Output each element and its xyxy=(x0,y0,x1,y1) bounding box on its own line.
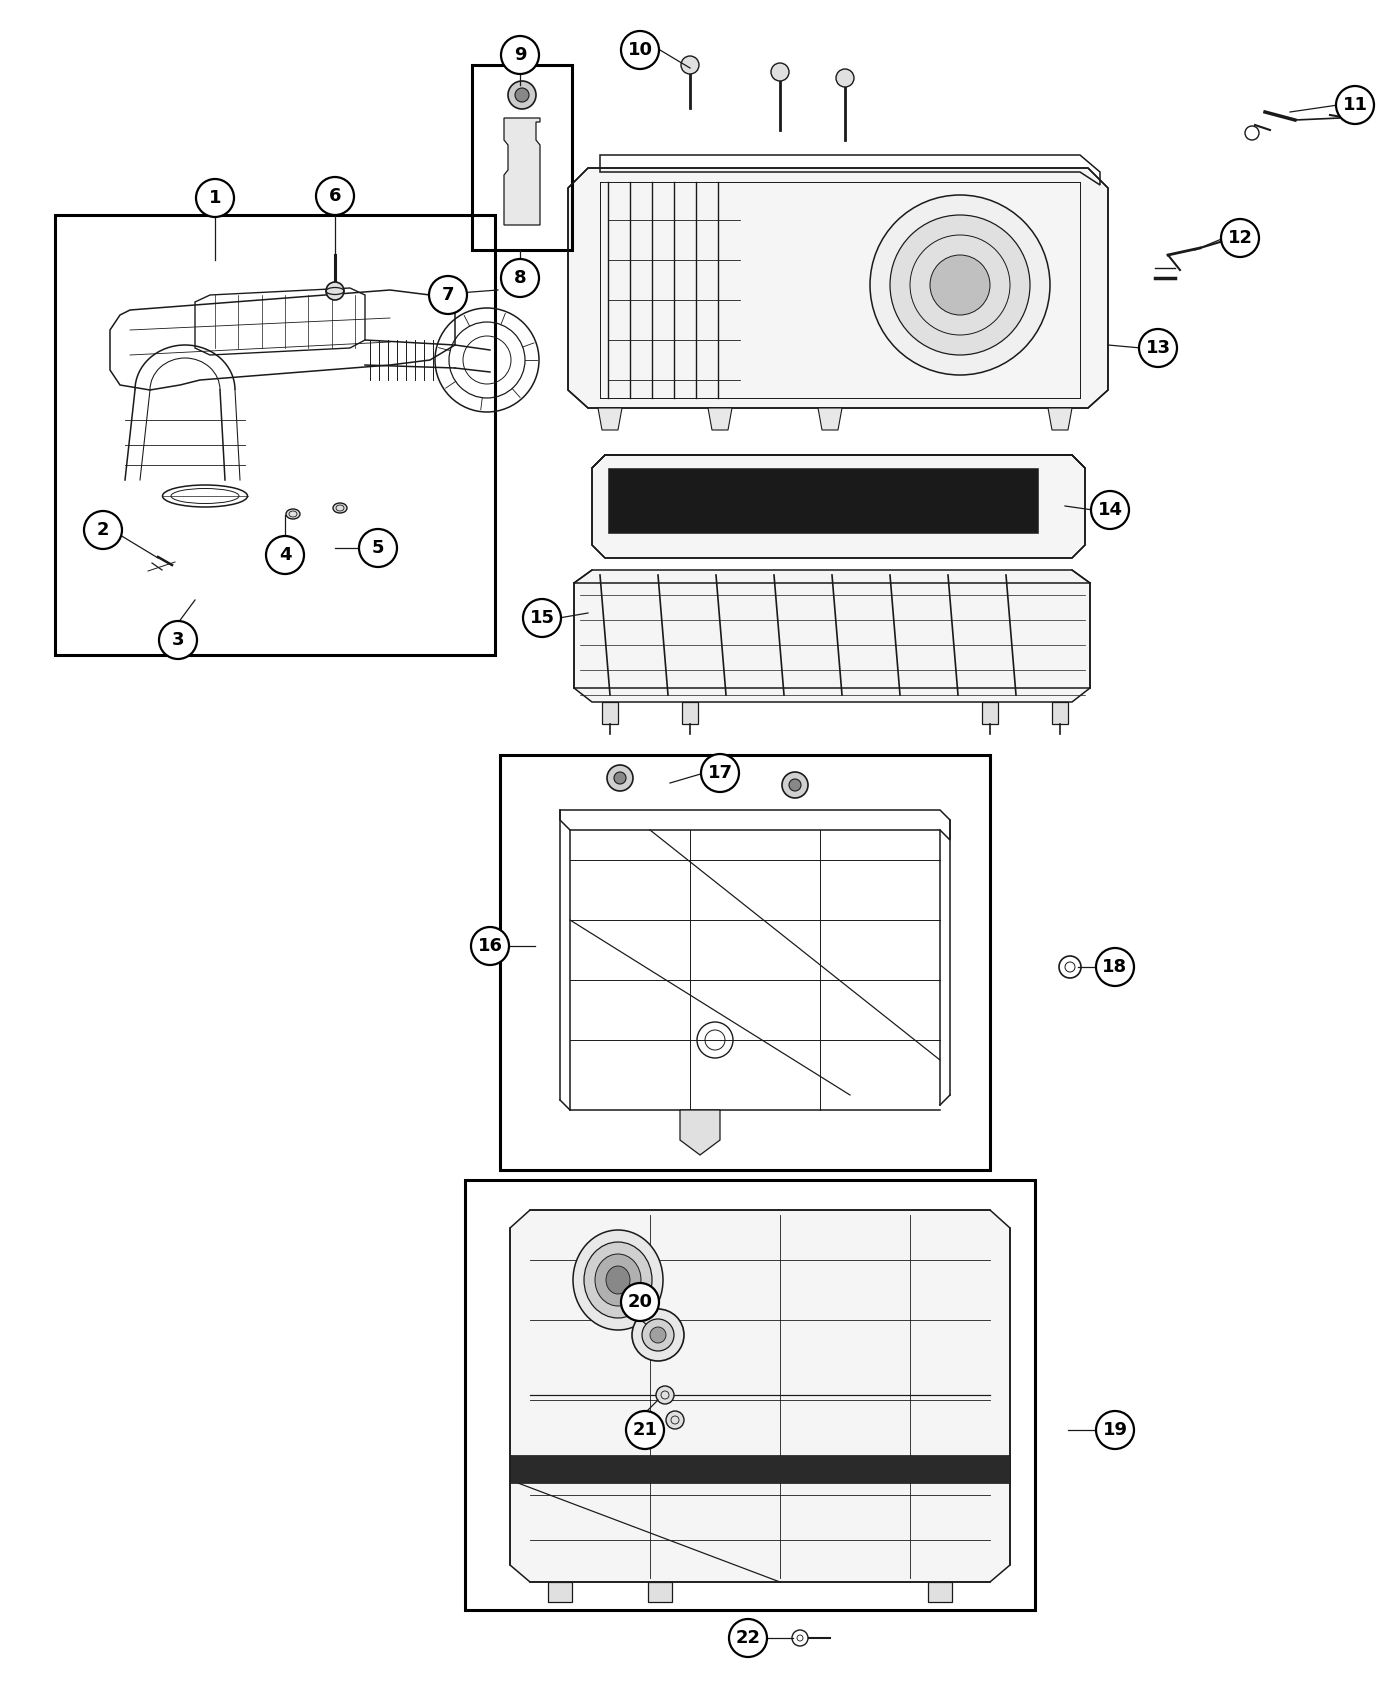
Circle shape xyxy=(1096,1411,1134,1448)
Circle shape xyxy=(657,1386,673,1404)
Text: 22: 22 xyxy=(735,1629,760,1647)
Bar xyxy=(510,1455,1009,1482)
Circle shape xyxy=(615,772,626,784)
Circle shape xyxy=(790,779,801,790)
Text: 21: 21 xyxy=(633,1421,658,1438)
Polygon shape xyxy=(568,168,1107,408)
Bar xyxy=(682,702,699,724)
Circle shape xyxy=(650,1328,666,1343)
Text: 20: 20 xyxy=(627,1294,652,1311)
Bar xyxy=(928,1583,952,1601)
Polygon shape xyxy=(592,456,1085,558)
Text: 4: 4 xyxy=(279,546,291,564)
Circle shape xyxy=(501,36,539,75)
Text: 17: 17 xyxy=(707,763,732,782)
Circle shape xyxy=(1096,949,1134,986)
Bar xyxy=(465,1180,1035,1610)
Circle shape xyxy=(930,255,990,314)
Circle shape xyxy=(622,31,659,70)
Circle shape xyxy=(326,282,344,299)
Ellipse shape xyxy=(606,1266,630,1294)
Text: 8: 8 xyxy=(514,269,526,287)
Bar xyxy=(55,214,496,654)
Bar xyxy=(472,65,573,250)
Text: 16: 16 xyxy=(477,937,503,955)
Text: 10: 10 xyxy=(627,41,652,60)
Polygon shape xyxy=(598,408,622,430)
Circle shape xyxy=(680,56,699,75)
Circle shape xyxy=(666,1411,685,1430)
Bar xyxy=(608,468,1037,534)
Polygon shape xyxy=(504,117,540,224)
Circle shape xyxy=(1221,219,1259,257)
Circle shape xyxy=(631,1309,685,1362)
Circle shape xyxy=(428,275,468,314)
Circle shape xyxy=(1336,87,1373,124)
Polygon shape xyxy=(818,408,841,430)
Circle shape xyxy=(515,88,529,102)
Circle shape xyxy=(196,178,234,218)
Circle shape xyxy=(792,1630,808,1646)
Circle shape xyxy=(890,214,1030,355)
Ellipse shape xyxy=(595,1255,641,1306)
Text: 3: 3 xyxy=(172,631,185,649)
Text: 13: 13 xyxy=(1145,338,1170,357)
Text: 11: 11 xyxy=(1343,95,1368,114)
Text: 19: 19 xyxy=(1103,1421,1127,1438)
Bar xyxy=(602,702,617,724)
Text: 6: 6 xyxy=(329,187,342,206)
Text: 14: 14 xyxy=(1098,502,1123,518)
Polygon shape xyxy=(510,1210,1009,1583)
Circle shape xyxy=(358,529,398,568)
Circle shape xyxy=(783,772,808,797)
Circle shape xyxy=(1140,330,1177,367)
Circle shape xyxy=(771,63,790,82)
Circle shape xyxy=(608,765,633,790)
Circle shape xyxy=(84,512,122,549)
Text: 2: 2 xyxy=(97,520,109,539)
Polygon shape xyxy=(1049,408,1072,430)
Bar xyxy=(1051,702,1068,724)
Circle shape xyxy=(729,1618,767,1658)
Text: 12: 12 xyxy=(1228,230,1253,246)
Polygon shape xyxy=(574,570,1091,702)
Bar xyxy=(981,702,998,724)
Ellipse shape xyxy=(333,503,347,513)
Ellipse shape xyxy=(286,508,300,518)
Circle shape xyxy=(508,82,536,109)
Circle shape xyxy=(622,1284,659,1321)
Circle shape xyxy=(316,177,354,214)
Circle shape xyxy=(1058,955,1081,977)
Text: 5: 5 xyxy=(372,539,384,558)
Text: 18: 18 xyxy=(1102,959,1127,976)
Circle shape xyxy=(1245,126,1259,139)
Text: 9: 9 xyxy=(514,46,526,65)
Bar xyxy=(547,1583,573,1601)
Circle shape xyxy=(836,70,854,87)
Text: 7: 7 xyxy=(442,286,454,304)
Circle shape xyxy=(442,280,456,294)
Circle shape xyxy=(626,1411,664,1448)
Circle shape xyxy=(701,755,739,792)
Circle shape xyxy=(160,620,197,660)
Circle shape xyxy=(869,196,1050,376)
Ellipse shape xyxy=(584,1243,652,1318)
Bar xyxy=(500,755,990,1170)
Polygon shape xyxy=(708,408,732,430)
Bar xyxy=(648,1583,672,1601)
Circle shape xyxy=(501,258,539,297)
Text: 15: 15 xyxy=(529,609,554,627)
Circle shape xyxy=(1091,491,1128,529)
Circle shape xyxy=(266,536,304,575)
Circle shape xyxy=(470,927,510,966)
Circle shape xyxy=(643,1319,673,1352)
Polygon shape xyxy=(680,1110,720,1154)
Circle shape xyxy=(524,598,561,638)
Ellipse shape xyxy=(573,1231,664,1329)
Text: 1: 1 xyxy=(209,189,221,207)
